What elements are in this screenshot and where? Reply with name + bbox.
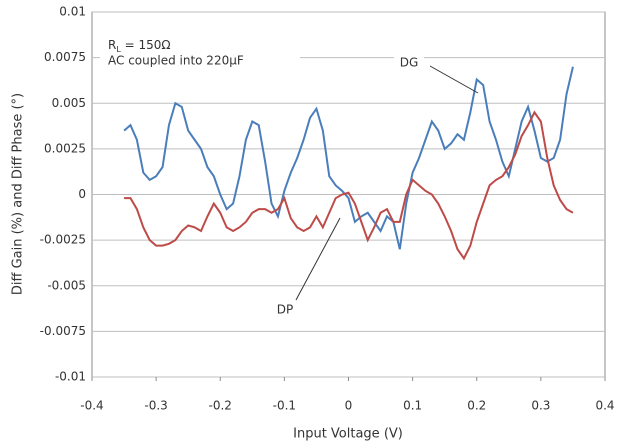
y-tick-label: 0.0025 bbox=[44, 141, 86, 155]
y-tick-label: -0.0075 bbox=[40, 324, 86, 338]
y-axis-label: Diff Gain (%) and Diff Phase (°) bbox=[11, 93, 26, 295]
y-tick-label: -0.0025 bbox=[40, 233, 86, 247]
dg-label: DG bbox=[400, 56, 419, 70]
x-tick-label: 0 bbox=[345, 399, 353, 413]
dp-leader bbox=[295, 217, 341, 301]
x-tick-label: -0.3 bbox=[144, 399, 167, 413]
x-tick-label: -0.4 bbox=[80, 399, 103, 413]
lines bbox=[123, 66, 574, 261]
load-sub: L bbox=[116, 45, 121, 54]
series-line bbox=[123, 66, 574, 250]
x-tick-label: 0.4 bbox=[595, 399, 614, 413]
dg-label-bg bbox=[394, 55, 424, 71]
x-tick-label: 0.2 bbox=[467, 399, 486, 413]
y-tick-label: -0.005 bbox=[47, 278, 86, 292]
x-tick-label: -0.2 bbox=[209, 399, 232, 413]
annotation-box bbox=[100, 34, 300, 72]
dp-label: DP bbox=[277, 303, 293, 317]
series-line bbox=[124, 110, 574, 261]
coupling-annotation: AC coupled into 220µF bbox=[108, 54, 244, 68]
y-tick-label: 0.01 bbox=[59, 5, 86, 19]
y-tick-label: -0.01 bbox=[55, 370, 86, 384]
load-rest: = 150Ω bbox=[121, 38, 171, 52]
load-main: R bbox=[108, 38, 116, 52]
load-annotation: RL = 150Ω bbox=[108, 38, 171, 54]
y-tick-label: 0.005 bbox=[52, 96, 86, 110]
x-axis-label: Input Voltage (V) bbox=[293, 427, 403, 442]
x-tick-label: -0.1 bbox=[273, 399, 296, 413]
x-tick-label: 0.3 bbox=[531, 399, 550, 413]
x-tick-label: 0.1 bbox=[403, 399, 422, 413]
dg-leader bbox=[429, 65, 479, 94]
y-tick-label: 0.0075 bbox=[44, 50, 86, 64]
y-tick-label: 0 bbox=[78, 187, 86, 201]
